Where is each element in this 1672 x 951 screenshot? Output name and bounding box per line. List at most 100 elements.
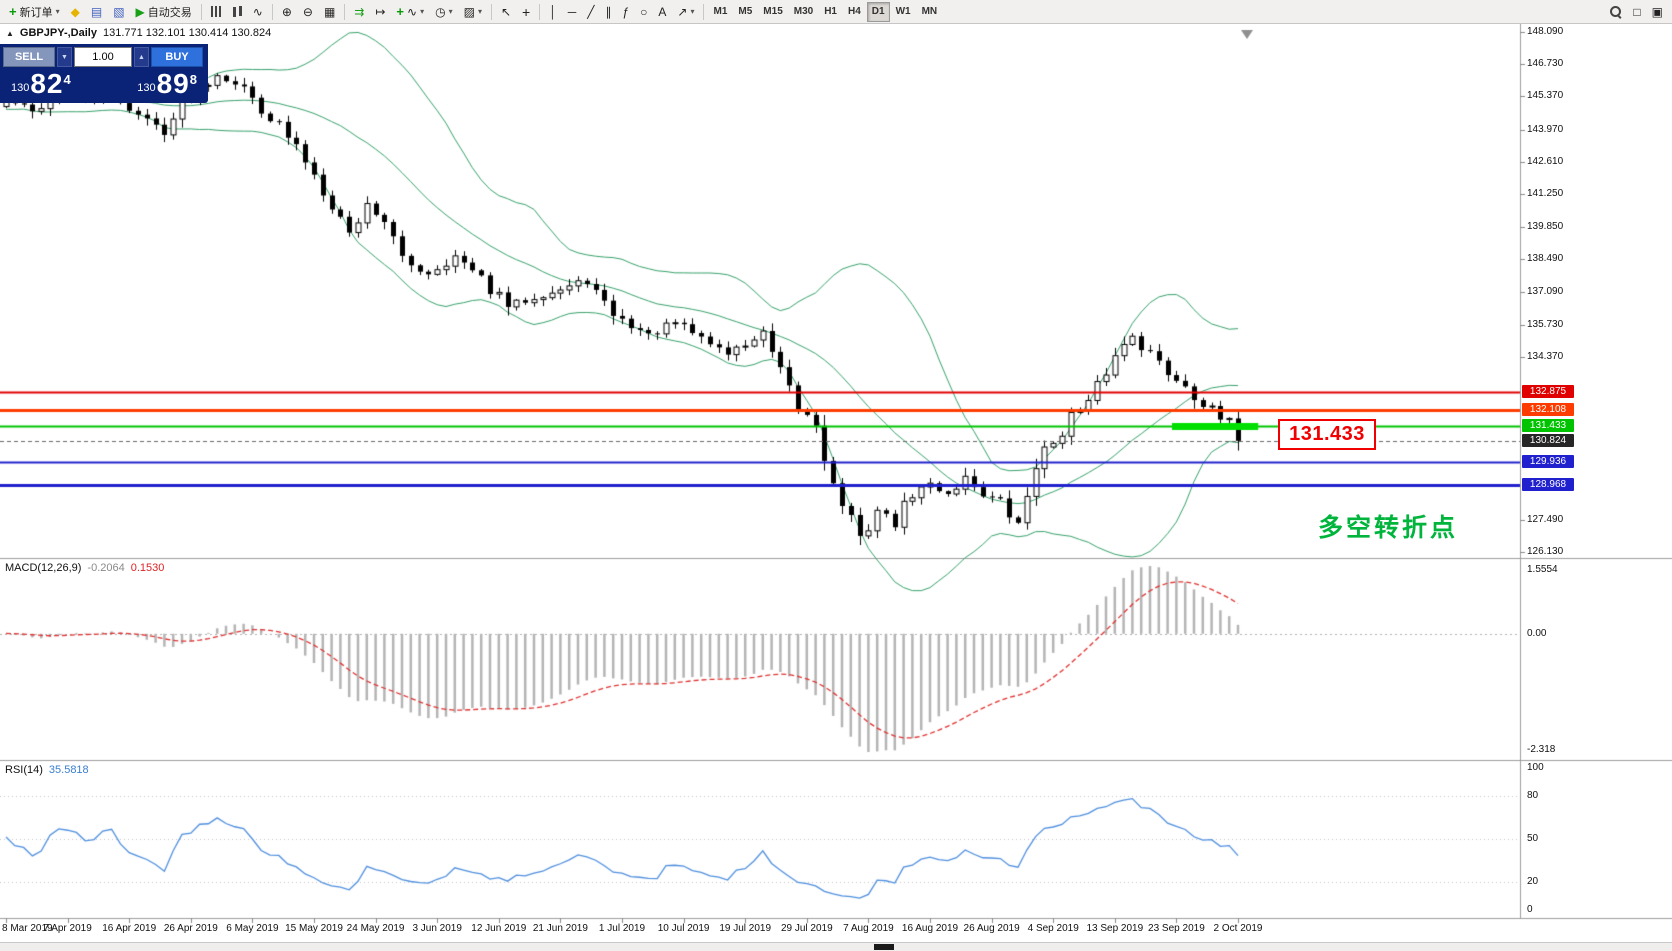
new-order-button[interactable]: + 新订单 ▾ bbox=[4, 2, 65, 22]
new-chart-button[interactable]: ◆ bbox=[66, 2, 85, 22]
date-label: 4 Sep 2019 bbox=[1027, 923, 1079, 934]
templates-button[interactable]: ▨ ▾ bbox=[459, 2, 487, 22]
horizontal-line-button[interactable]: ─ bbox=[563, 2, 582, 22]
chevron-down-icon: ▾ bbox=[55, 7, 60, 16]
horizontal-scrollbar[interactable] bbox=[0, 942, 1672, 951]
indicator-curve-icon: ∿ bbox=[407, 4, 418, 19]
date-label: 8 Mar 2019 bbox=[2, 923, 53, 934]
zoom-in-button[interactable]: ⊕ bbox=[277, 2, 297, 22]
indicators-button[interactable]: + ∿ ▾ bbox=[391, 2, 429, 22]
auto-scroll-button[interactable]: ⇉ bbox=[349, 2, 369, 22]
timeframe-d1-button[interactable]: D1 bbox=[866, 1, 890, 22]
line-chart-button[interactable]: ∿ bbox=[248, 2, 268, 22]
volume-increase-button[interactable]: ▲ bbox=[134, 47, 149, 67]
toolbar-separator bbox=[490, 3, 492, 20]
chevron-down-icon: ▾ bbox=[448, 7, 453, 16]
channel-icon: ∥ bbox=[605, 4, 612, 19]
timeframe-h1-button[interactable]: H1 bbox=[819, 2, 842, 22]
date-label: 2 Oct 2019 bbox=[1213, 923, 1263, 934]
timeframe-m15-button[interactable]: M15 bbox=[758, 2, 787, 22]
price-tick-label: 139.850 bbox=[1527, 221, 1564, 233]
price-tick-label: 148.090 bbox=[1527, 26, 1564, 37]
price-level-tag: 129.936 bbox=[1522, 454, 1574, 468]
date-label: 16 Aug 2019 bbox=[901, 923, 959, 934]
arrows-button[interactable]: ↗ ▾ bbox=[672, 2, 699, 22]
shapes-button[interactable]: ○ bbox=[635, 2, 652, 22]
turning-point-note[interactable]: 多空转折点 bbox=[1318, 514, 1459, 542]
price-tick-label: 126.130 bbox=[1527, 546, 1564, 557]
price-tick-label: 142.610 bbox=[1527, 155, 1564, 167]
chevron-down-icon: ▾ bbox=[690, 7, 695, 16]
tile-windows-button[interactable]: ▦ bbox=[319, 2, 340, 22]
channel-button[interactable]: ∥ bbox=[600, 2, 616, 22]
date-label: 3 Jun 2019 bbox=[412, 923, 462, 934]
price-tick-label: 134.370 bbox=[1527, 350, 1564, 362]
crosshair-button[interactable]: + bbox=[517, 2, 535, 22]
cursor-icon: ↖ bbox=[500, 4, 512, 19]
toolbar-separator bbox=[271, 3, 273, 20]
auto-trading-button[interactable]: ▶ 自动交易 bbox=[131, 2, 197, 22]
price-tick-label: 143.970 bbox=[1527, 123, 1564, 135]
price-level-tag: 131.433 bbox=[1522, 419, 1574, 433]
zoom-out-button[interactable]: ⊖ bbox=[298, 2, 318, 22]
sell-price-big: 82 bbox=[30, 68, 64, 99]
macd-main-value: -0.2064 bbox=[87, 562, 125, 574]
sell-price-base: 130 bbox=[11, 82, 30, 94]
chart-title: ▲ GBPJPY-,Daily 131.771 132.101 130.414 … bbox=[6, 27, 271, 39]
sell-price[interactable]: 130 82 4 bbox=[11, 69, 71, 99]
date-label: 6 May 2019 bbox=[226, 923, 279, 934]
horizontal-line-icon: ─ bbox=[567, 4, 577, 19]
price-tick-label: 146.730 bbox=[1527, 58, 1564, 70]
timeframe-m1-button[interactable]: M1 bbox=[708, 2, 732, 22]
date-label: 16 Apr 2019 bbox=[102, 923, 157, 934]
sell-button[interactable]: SELL bbox=[3, 47, 55, 67]
volume-input[interactable]: 1.00 bbox=[74, 47, 132, 67]
text-icon: A bbox=[658, 4, 667, 19]
chart-shift-button[interactable]: ↦ bbox=[370, 2, 390, 22]
rsi-scale-label: 20 bbox=[1527, 875, 1539, 887]
price-tick-label: 137.090 bbox=[1527, 286, 1564, 298]
macd-scale-label: 0.00 bbox=[1527, 627, 1547, 639]
buy-price[interactable]: 130 89 8 bbox=[137, 69, 197, 99]
window-icon: □ bbox=[1633, 4, 1641, 19]
timeframe-w1-button[interactable]: W1 bbox=[891, 2, 916, 22]
price-tick-label: 141.250 bbox=[1527, 187, 1564, 199]
line-chart-icon: ∿ bbox=[252, 4, 263, 19]
bar-chart-button[interactable] bbox=[206, 2, 227, 22]
terminal-icon: ▧ bbox=[113, 4, 125, 19]
text-button[interactable]: A bbox=[653, 2, 671, 22]
vertical-line-button[interactable]: │ bbox=[544, 2, 562, 22]
price-axis: 148.090 146.730 145.370 143.970 142.610 141.2… bbox=[1520, 0, 1672, 951]
fibonacci-button[interactable]: ƒ bbox=[617, 2, 634, 22]
date-label: 1 Jul 2019 bbox=[598, 923, 646, 934]
cursor-button[interactable]: ↖ bbox=[496, 2, 516, 22]
volume-decrease-button[interactable]: ▼ bbox=[57, 47, 72, 67]
date-label: 26 Apr 2019 bbox=[163, 923, 218, 934]
profiles-button[interactable]: ▤ bbox=[86, 2, 107, 22]
candlestick-icon bbox=[232, 6, 236, 17]
price-tick-label: 145.370 bbox=[1527, 90, 1564, 102]
scrollbar-thumb[interactable] bbox=[874, 944, 894, 950]
terminal-button[interactable]: ▧ bbox=[108, 2, 129, 22]
window-list-button[interactable]: ▣ bbox=[1647, 2, 1668, 22]
timeframe-buttons: M1 M5 M15 M30 H1 H4 D1 W1 MN bbox=[708, 1, 943, 22]
new-window-button[interactable]: □ bbox=[1628, 2, 1645, 22]
search-button[interactable] bbox=[1604, 2, 1627, 22]
timeframe-mn-button[interactable]: MN bbox=[917, 2, 943, 22]
buy-button[interactable]: BUY bbox=[151, 47, 203, 67]
panel-collapse-icon[interactable]: ▲ bbox=[6, 28, 14, 38]
date-label: 19 Jul 2019 bbox=[719, 923, 772, 934]
date-label: 21 Jun 2019 bbox=[532, 923, 588, 934]
trendline-button[interactable]: ╱ bbox=[582, 2, 599, 22]
price-tick-label: 138.490 bbox=[1527, 253, 1564, 265]
candlestick-chart-button[interactable] bbox=[228, 2, 247, 22]
timeframe-m5-button[interactable]: M5 bbox=[733, 2, 757, 22]
price-annotation[interactable]: 131.433 bbox=[1278, 419, 1376, 450]
diamond-icon: ◆ bbox=[70, 4, 80, 19]
timeframe-h4-button[interactable]: H4 bbox=[843, 2, 866, 22]
date-label: 10 Jul 2019 bbox=[657, 923, 710, 934]
periods-button[interactable]: ◷ ▾ bbox=[430, 2, 458, 22]
indicators-icon: + bbox=[396, 3, 405, 19]
timeframe-m30-button[interactable]: M30 bbox=[789, 2, 818, 22]
